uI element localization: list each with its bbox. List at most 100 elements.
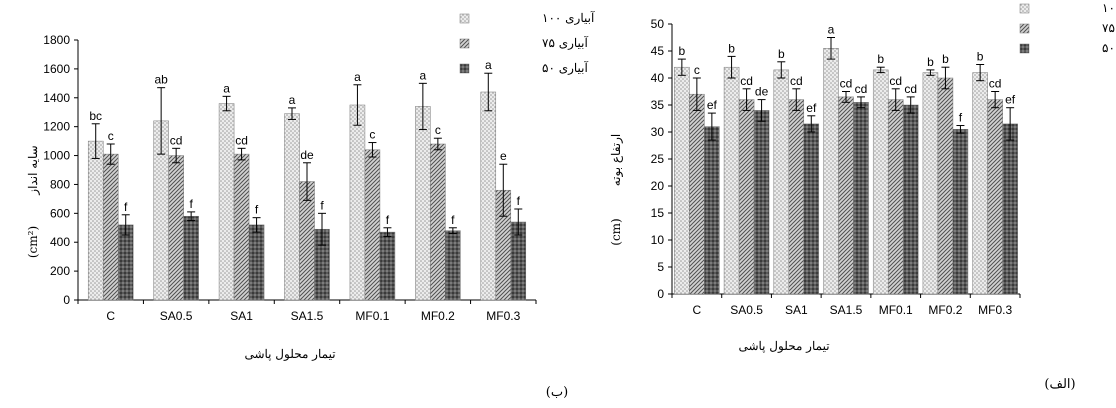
bar <box>853 102 869 295</box>
bar <box>430 143 446 301</box>
y-axis-label-text: ارتفاع بوته <box>609 134 623 186</box>
significance-letter: cd <box>904 82 917 96</box>
y-tick-label: 400 <box>50 235 70 249</box>
y-tick-label: 5 <box>657 260 664 274</box>
significance-letter: a <box>485 58 492 72</box>
significance-letter: a <box>354 70 361 84</box>
bar <box>415 106 431 301</box>
legend-label: آبیاری ۵۰ <box>542 60 589 75</box>
bar <box>364 149 381 301</box>
bar <box>987 99 1003 295</box>
bar <box>788 99 805 295</box>
bar <box>952 129 969 295</box>
significance-letter: a <box>223 81 230 95</box>
y-axis-label-text: سایه انداز <box>26 145 40 195</box>
significance-letter: b <box>728 41 735 55</box>
bar <box>704 126 720 295</box>
bar <box>445 230 461 301</box>
significance-letter: ab <box>154 73 168 87</box>
legend-swatch <box>1019 43 1030 54</box>
significance-letter: c <box>369 128 375 142</box>
significance-letter: cd <box>855 82 868 96</box>
bar <box>823 48 839 295</box>
y-tick-label: 800 <box>50 177 70 191</box>
y-tick-label: 0 <box>657 287 664 301</box>
y-tick-label: 20 <box>651 179 665 193</box>
bar <box>723 66 740 295</box>
significance-letter: f <box>320 198 324 212</box>
bar <box>168 155 184 301</box>
bar <box>838 96 854 295</box>
x-tick-label: MF0.3 <box>486 309 520 323</box>
legend-label: آبیاری ۷۵ <box>542 35 589 50</box>
panel-label: (الف) <box>1044 377 1075 392</box>
bar <box>753 110 770 295</box>
bar <box>887 99 904 295</box>
bar <box>689 93 705 295</box>
significance-letter: de <box>755 85 769 99</box>
x-tick-label: SA1 <box>230 309 253 323</box>
significance-letter: f <box>386 213 390 227</box>
bar <box>803 123 820 295</box>
y-tick-label: 35 <box>651 98 665 112</box>
bar <box>183 215 199 301</box>
bar <box>937 77 954 295</box>
x-tick-label: SA0.5 <box>160 309 193 323</box>
bar <box>117 224 134 301</box>
significance-letter: c <box>108 129 114 143</box>
significance-letter: c <box>694 63 700 77</box>
significance-letter: cd <box>170 133 183 147</box>
y-tick-label: 30 <box>651 125 665 139</box>
x-tick-label: MF0.1 <box>879 303 913 317</box>
x-axis-label: تیمار محلول پاشی <box>738 339 829 353</box>
chart-canopy: (cm²) سایه انداز تیمار محلول پاشی (ب) 0 2… <box>26 10 595 400</box>
significance-letter: a <box>828 23 835 37</box>
x-tick-label: SA1 <box>785 303 808 317</box>
significance-letter: cd <box>740 74 753 88</box>
significance-letter: b <box>927 55 934 69</box>
x-tick-label: C <box>693 303 702 317</box>
chart-plant-height: (cm) ارتفاع بوته تیمار محلول پاشی (الف) … <box>609 0 1116 392</box>
y-axis-label-unit: (cm) <box>609 218 623 245</box>
significance-letter: b <box>679 44 686 58</box>
legend-swatch <box>1019 3 1030 14</box>
legend-swatch <box>459 13 470 24</box>
bar <box>248 224 265 301</box>
y-tick-label: 1200 <box>43 120 70 134</box>
bar <box>902 104 919 295</box>
significance-letter: cd <box>790 74 803 88</box>
significance-letter: b <box>778 47 785 61</box>
y-tick-label: 1800 <box>43 33 70 47</box>
y-axis-label-unit: (cm²) <box>26 226 40 258</box>
y-tick-label: 1000 <box>43 149 70 163</box>
significance-letter: f <box>189 197 193 211</box>
bar <box>87 140 104 301</box>
significance-letter: ef <box>806 101 817 115</box>
y-tick-label: 200 <box>50 264 70 278</box>
bar <box>773 69 790 295</box>
significance-letter: b <box>877 52 884 66</box>
significance-letter: f <box>124 200 128 214</box>
legend-swatch <box>459 63 470 74</box>
significance-letter: a <box>289 93 296 107</box>
significance-letter: e <box>500 149 507 163</box>
x-tick-label: MF0.3 <box>978 303 1012 317</box>
legend-label: آبیاری ۷۵ <box>1102 20 1116 35</box>
significance-letter: b <box>977 50 984 64</box>
bar <box>233 153 250 301</box>
y-tick-label: 10 <box>651 233 665 247</box>
significance-letter: bc <box>89 109 102 123</box>
y-tick-label: 600 <box>50 206 70 220</box>
significance-letter: a <box>420 68 427 82</box>
bar <box>102 153 119 301</box>
x-axis-label: تیمار محلول پاشی <box>244 347 335 361</box>
y-tick-label: 15 <box>651 206 665 220</box>
x-tick-label: SA1.5 <box>291 309 324 323</box>
y-tick-label: 1400 <box>43 91 70 105</box>
significance-letter: ef <box>707 98 718 112</box>
bar <box>922 72 939 295</box>
significance-letter: c <box>435 123 441 137</box>
x-tick-label: MF0.1 <box>355 309 389 323</box>
y-tick-label: 1600 <box>43 62 70 76</box>
